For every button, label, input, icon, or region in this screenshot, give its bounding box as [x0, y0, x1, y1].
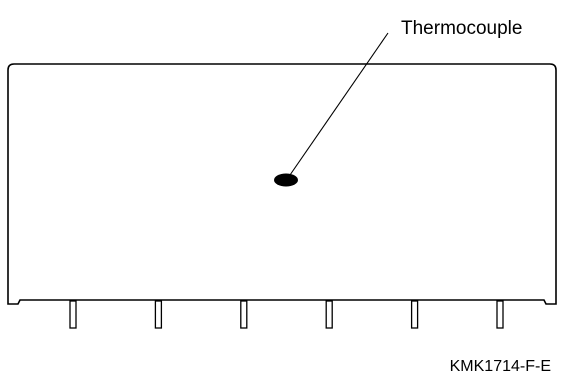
- component-pins: [69, 300, 504, 329]
- component-pin: [154, 300, 163, 329]
- component-pin: [410, 300, 419, 329]
- component-body-outline: [7, 63, 557, 305]
- component-pin: [496, 300, 504, 329]
- component-pin: [69, 300, 77, 329]
- component-pin: [325, 300, 333, 329]
- figure-code-label: KMK1714-F-E: [450, 358, 551, 374]
- thermocouple-mark: [274, 173, 298, 187]
- thermocouple-label: Thermocouple: [401, 18, 522, 39]
- callout-leader-line: [289, 32, 389, 176]
- component-pin: [240, 300, 248, 329]
